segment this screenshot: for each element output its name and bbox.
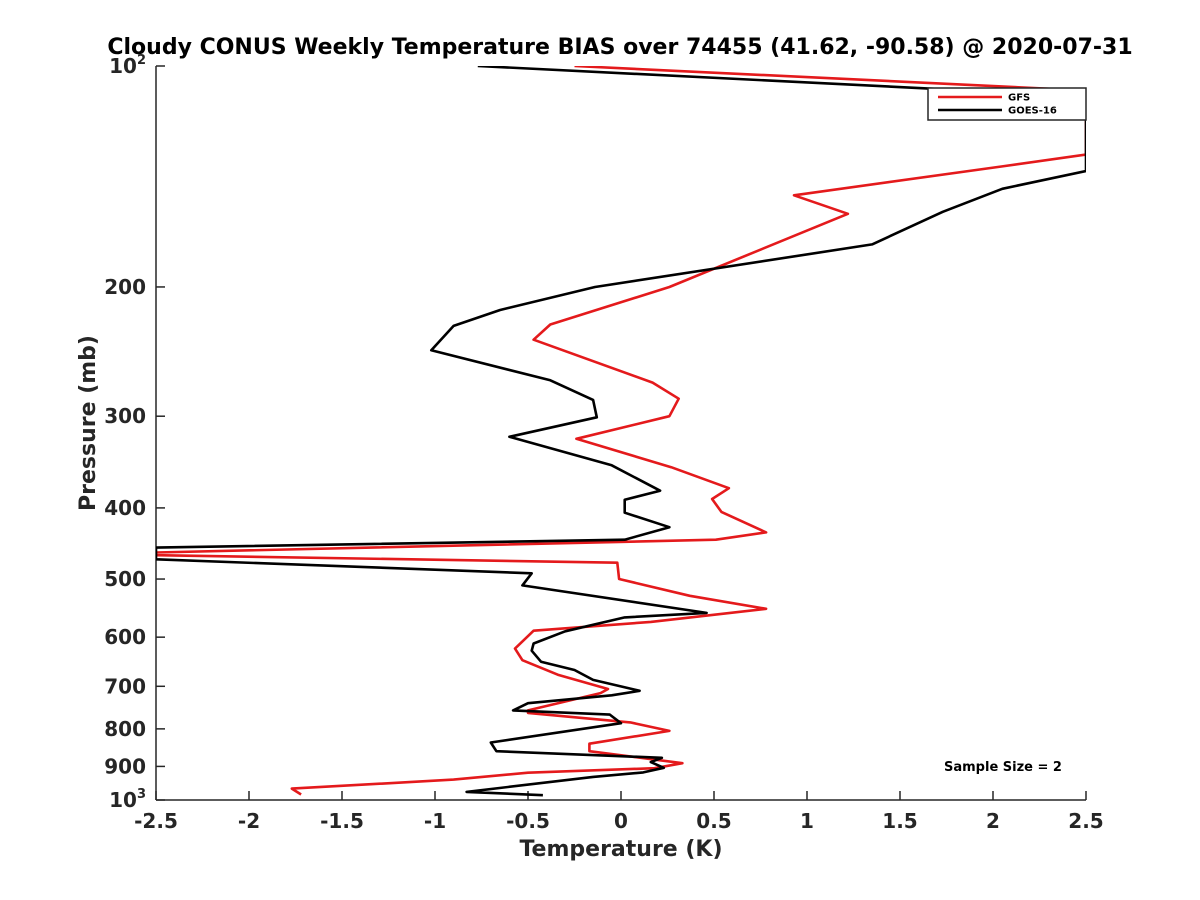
x-tick-label: 0.5 [696, 809, 731, 833]
x-axis-ticks: -2.5 -2 -1.5 -1 -0.5 0 0.5 1 1.5 2 2.5 [134, 791, 1104, 833]
x-tick-label: -2.5 [134, 809, 178, 833]
x-tick-label: 2.5 [1068, 809, 1103, 833]
legend-label: GFS [1008, 93, 1030, 104]
y-tick-label: 103 [109, 787, 146, 812]
sample-size-annotation: Sample Size = 2 [944, 760, 1062, 775]
x-tick-label: 1 [800, 809, 814, 833]
y-tick-label: 300 [104, 404, 146, 428]
x-tick-label: 1.5 [882, 809, 917, 833]
y-tick-label: 200 [104, 275, 146, 299]
legend-box [927, 87, 1087, 121]
y-tick-label: 102 [109, 53, 146, 78]
x-tick-label: -1 [424, 809, 446, 833]
legend-label: GOES-16 [1008, 106, 1057, 117]
x-tick-label: -1.5 [320, 809, 364, 833]
y-tick-label: 500 [104, 567, 146, 591]
x-tick-label: 2 [986, 809, 1000, 833]
y-axis-ticks: 102 200 300 400 500 600 700 800 900 103 [104, 53, 165, 812]
y-tick-label: 600 [104, 625, 146, 649]
x-tick-label: -2 [238, 809, 260, 833]
series-layer [156, 66, 1086, 797]
y-tick-label: 900 [104, 754, 146, 778]
series-line-gfs [156, 66, 1086, 796]
y-tick-label: 400 [104, 496, 146, 520]
y-axis-label: Pressure (mb) [76, 335, 101, 511]
plot-area: -2.5 -2 -1.5 -1 -0.5 0 0.5 1 1.5 2 2.5 102 200 300 40… [104, 53, 1103, 833]
x-axis-label: Temperature (K) [519, 837, 722, 862]
y-tick-label: 700 [104, 674, 146, 698]
legend-items: GFS GOES-16 [938, 93, 1057, 117]
legend: GFS GOES-16 [927, 87, 1087, 121]
chart-title: Cloudy CONUS Weekly Temperature BIAS ove… [107, 35, 1132, 60]
x-tick-label: -0.5 [506, 809, 550, 833]
series-line-goes-16 [156, 66, 1086, 797]
y-tick-label: 800 [104, 717, 146, 741]
x-tick-label: 0 [614, 809, 628, 833]
